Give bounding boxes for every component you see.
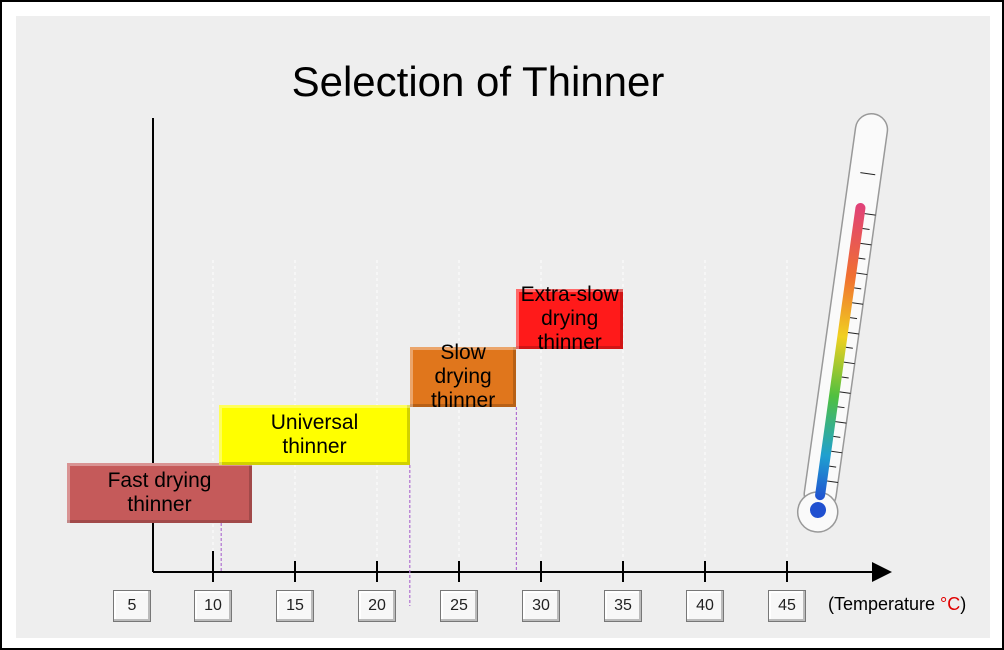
x-tick-label: 30 bbox=[522, 590, 560, 622]
unit-suffix: ) bbox=[960, 594, 967, 614]
thinner-band: Universal thinner bbox=[219, 405, 410, 465]
x-tick-label: 5 bbox=[113, 590, 151, 622]
band-label-line: Slow drying bbox=[434, 341, 492, 388]
unit-symbol: °C bbox=[940, 594, 961, 614]
diagram-title: Selection of Thinner bbox=[0, 58, 976, 106]
x-tick-label: 15 bbox=[276, 590, 314, 622]
x-tick-label: 25 bbox=[440, 590, 478, 622]
band-label-line: thinner bbox=[282, 435, 347, 458]
x-tick-label: 20 bbox=[358, 590, 396, 622]
x-tick-label: 35 bbox=[604, 590, 642, 622]
band-dividers bbox=[220, 407, 518, 606]
title-text: Selection of Thinner bbox=[291, 58, 665, 105]
thinner-band: Slow drying thinner bbox=[409, 341, 517, 412]
thinner-band: Fast drying thinner bbox=[67, 463, 252, 523]
band-label-line: Universal bbox=[270, 411, 359, 434]
band-label-line: thinner bbox=[430, 389, 496, 412]
temperature-unit-label: (Temperature °C) bbox=[828, 594, 966, 615]
band-label-line: Extra-slow bbox=[520, 283, 619, 306]
x-tick-label: 40 bbox=[686, 590, 724, 622]
unit-prefix: (Temperature bbox=[828, 594, 941, 614]
band-label-line: drying thinner bbox=[537, 307, 602, 354]
band-label-line: Fast drying bbox=[107, 469, 212, 492]
thinner-band: Extra-slow drying thinner bbox=[516, 283, 623, 354]
thermometer-icon bbox=[796, 112, 889, 533]
band-label-line: thinner bbox=[127, 493, 192, 516]
x-tick-label: 45 bbox=[768, 590, 806, 622]
x-tick-label: 10 bbox=[194, 590, 232, 622]
